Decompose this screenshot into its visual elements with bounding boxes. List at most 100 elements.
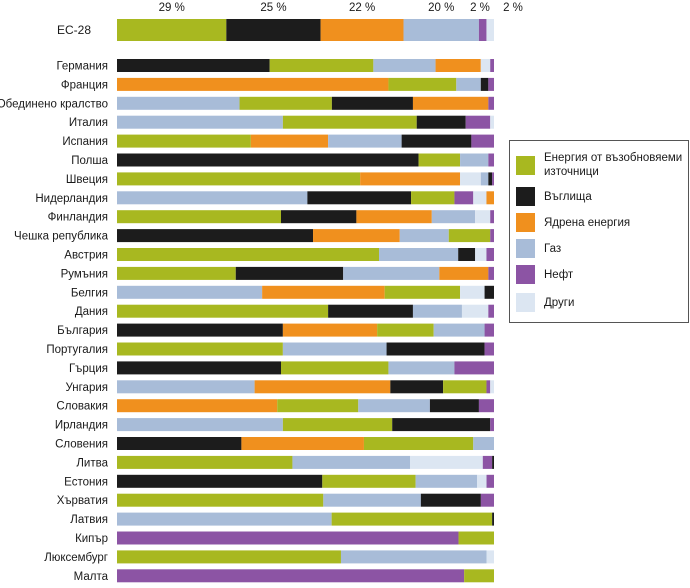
country-7-segment-gas [117, 191, 308, 205]
country-2-segment-gas [117, 96, 240, 110]
country-16-segment-oil [454, 361, 494, 375]
legend-swatch [516, 293, 535, 312]
country-1-segment-nuclear [117, 77, 389, 91]
country-3-segment-gas [117, 115, 283, 129]
eu-row: ЕС-28 [57, 19, 494, 41]
country-23-segment-coal [420, 493, 481, 507]
country-21-segment-oil [482, 455, 493, 469]
legend-swatch [516, 187, 535, 206]
eu-value-label: 29 % [159, 2, 185, 14]
country-13-segment-coal [328, 304, 413, 318]
country-label: Естония [64, 476, 108, 488]
country-5-segment-gas [460, 153, 489, 167]
country-3-segment-coal [416, 115, 466, 129]
country-1-segment-gas [456, 77, 481, 91]
country-2-segment-nuclear [412, 96, 489, 110]
country-label: Хърватия [57, 495, 108, 507]
eu-28-segment-gas [403, 19, 479, 41]
country-10-segment-coal [458, 248, 476, 261]
country-20-segment-nuclear [241, 437, 364, 450]
country-bars [117, 59, 495, 583]
country-7-segment-coal [307, 191, 412, 205]
country-9-segment-nuclear [313, 229, 400, 243]
country-11-segment-coal [235, 266, 344, 280]
country-7-segment-oil [454, 191, 474, 205]
country-22-segment-gas [415, 474, 478, 488]
legend-swatch [516, 155, 535, 175]
legend-swatch [516, 213, 535, 232]
country-label: Латвия [70, 514, 108, 526]
country-3-segment-other [490, 115, 494, 129]
country-label: Испания [62, 136, 108, 148]
country-14-segment-renewables [377, 323, 434, 337]
country-14-segment-nuclear [282, 323, 378, 337]
legend-label: Ядрена енергия [544, 216, 631, 229]
country-17-segment-coal [390, 380, 444, 394]
country-6-segment-coal [488, 172, 493, 186]
country-8-segment-oil [490, 210, 494, 224]
country-25-segment-renewables [458, 531, 494, 545]
eu-28-segment-oil [478, 19, 487, 41]
country-label: Литва [76, 457, 108, 469]
country-8-segment-nuclear [356, 210, 432, 224]
country-8-segment-other [475, 210, 491, 224]
country-0-segment-oil [490, 59, 494, 72]
country-14-segment-gas [433, 323, 485, 337]
country-label: Кипър [75, 533, 108, 545]
country-0-segment-gas [373, 59, 436, 72]
eu-row-label: ЕС-28 [57, 23, 91, 37]
country-label: Дания [75, 306, 108, 318]
country-19-segment-coal [392, 418, 491, 432]
country-14-segment-oil [484, 323, 494, 337]
country-18-segment-gas [358, 399, 430, 413]
country-17-segment-other [490, 380, 494, 394]
country-5-segment-coal [117, 153, 419, 167]
legend-item-renewables: Енергия от възобновяеми източници [516, 151, 684, 179]
country-label: Обединено кралство [0, 98, 108, 110]
country-12-segment-coal [484, 285, 494, 299]
country-16-segment-gas [388, 361, 455, 375]
country-24-segment-coal [492, 512, 494, 526]
country-5-segment-renewables [418, 153, 461, 167]
country-4-segment-gas [328, 134, 402, 148]
country-12-segment-nuclear [262, 285, 385, 299]
country-17-segment-oil [486, 380, 491, 394]
country-21-segment-gas [292, 455, 411, 469]
country-4-segment-nuclear [250, 134, 329, 148]
country-13-segment-gas [412, 304, 462, 318]
country-label: Нидерландия [35, 193, 108, 205]
legend-item-coal: Въглища [516, 187, 592, 206]
country-13-segment-other [461, 304, 489, 318]
country-label: Словакия [56, 401, 108, 413]
country-23-segment-gas [323, 493, 421, 507]
country-27-segment-oil [117, 569, 465, 583]
country-2-segment-coal [331, 96, 413, 110]
country-15-segment-coal [386, 342, 485, 356]
country-9-segment-renewables [448, 229, 491, 243]
country-9-segment-coal [117, 229, 314, 243]
country-25-segment-oil [117, 531, 459, 545]
country-7-segment-other [473, 191, 487, 205]
country-27-segment-renewables [464, 569, 494, 583]
country-label: Малта [74, 571, 109, 583]
country-label: Белгия [71, 287, 108, 299]
legend-item-other: Други [516, 293, 574, 312]
country-5-segment-oil [488, 153, 495, 167]
legend-label: Други [544, 296, 575, 309]
country-label: Словения [55, 439, 108, 451]
country-19-segment-oil [490, 418, 494, 432]
country-8-segment-coal [281, 210, 357, 224]
country-11-segment-renewables [117, 266, 236, 280]
country-9-segment-oil [490, 229, 494, 243]
country-18-segment-renewables [277, 399, 359, 413]
country-16-segment-renewables [281, 361, 389, 375]
country-4-segment-oil [471, 134, 494, 148]
country-20-segment-coal [117, 437, 242, 450]
country-17-segment-nuclear [254, 380, 391, 394]
country-16-segment-coal [117, 361, 281, 375]
country-22-segment-oil [486, 474, 494, 488]
country-4-segment-coal [401, 134, 472, 148]
country-label: Ирландия [55, 420, 108, 432]
eu-value-label: 25 % [260, 2, 286, 14]
